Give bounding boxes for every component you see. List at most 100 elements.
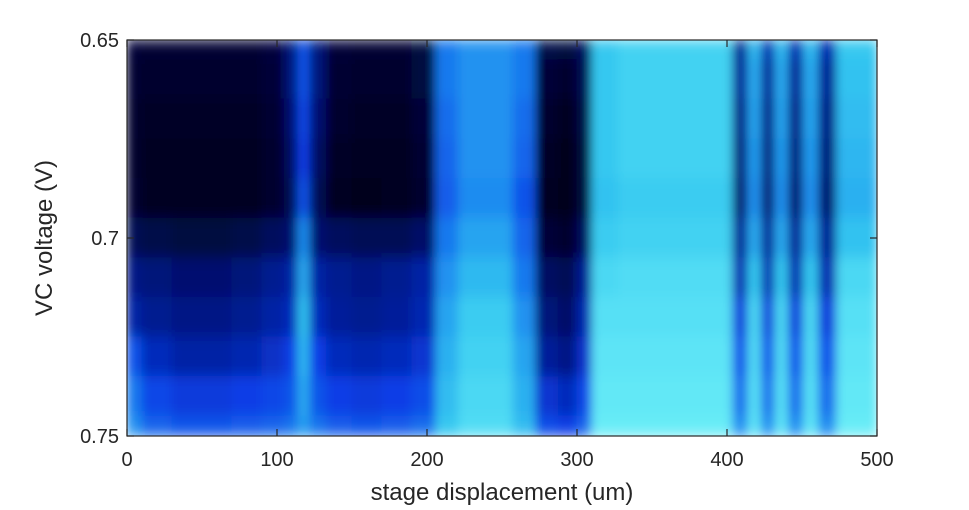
heatmap-cell [309,59,327,100]
heatmap-cell [576,376,593,417]
heatmap-cell [309,217,327,259]
heatmap-cell [284,415,299,436]
heatmap-cell [127,336,143,378]
heatmap-cell [747,138,762,180]
heatmap-cell [818,40,837,61]
heatmap-cell [127,98,143,140]
heatmap-cell [818,138,837,180]
heatmap-cell [171,376,203,417]
heatmap-cell [309,40,327,61]
heatmap-cell [171,415,203,436]
heatmap-cell [747,40,762,61]
heatmap-cell [651,59,683,100]
heatmap-cell [576,178,593,219]
heatmap-cell [761,257,776,298]
heatmap-cell [557,217,578,259]
heatmap-cell [411,178,437,219]
heatmap-cell [411,217,437,259]
heatmap-cell [141,40,173,61]
heatmap-cell [512,217,537,259]
heatmap-cell [326,296,353,338]
heatmap-cell [732,296,749,338]
heatmap-cell [231,257,263,298]
heatmap-cell [651,98,683,140]
heatmap-cell [351,40,383,61]
x-tick-label: 300 [560,449,593,471]
heatmap-cell [309,178,327,219]
heatmap-cell [326,217,353,259]
heatmap-cell [535,376,559,417]
heatmap-cell [351,415,383,436]
heatmap-cell [231,178,263,219]
heatmap-cell [326,415,353,436]
heatmap-cell [351,296,383,338]
heatmap-cell [435,59,459,100]
heatmap-cell [435,98,459,140]
heatmap-cell [681,138,711,180]
y-axis-label: VC voltage (V) [31,160,58,316]
heatmap-cell [774,138,789,180]
heatmap-cell [171,138,203,180]
heatmap-cell [284,257,299,298]
heatmap-cell [651,296,683,338]
heatmap-cell [326,59,353,100]
heatmap-cell [512,415,537,436]
heatmap-cell [803,415,819,436]
heatmap-cell [774,40,789,61]
heatmap-cell [861,376,877,417]
heatmap-cell [309,257,327,298]
heatmap-cell [261,217,285,259]
heatmap-cell [818,178,837,219]
heatmap-cell [803,98,819,140]
heatmap-cell [486,178,514,219]
heatmap-cell [681,217,711,259]
heatmap-cell [788,138,804,180]
heatmap-cell [788,98,804,140]
heatmap-cell [231,415,263,436]
heatmap-cell [732,376,749,417]
heatmap-cells [127,40,877,436]
heatmap-cell [836,296,863,338]
heatmap-cell [261,138,285,180]
heatmap-cell [651,217,683,259]
heatmap-cell [681,336,711,378]
heatmap-cell [557,98,578,140]
heatmap-cell [512,296,537,338]
heatmap-cell [591,138,619,180]
heatmap-cell [788,415,804,436]
heatmap-cell [591,257,619,298]
x-tick-label: 500 [860,449,893,471]
heatmap-cell [381,138,413,180]
heatmap-cell [411,40,437,61]
heatmap-cell [458,178,488,219]
heatmap-cell [803,138,819,180]
heatmap-cell [171,178,203,219]
heatmap-cell [747,178,762,219]
heatmap-cell [535,296,559,338]
heatmap-cell [576,336,593,378]
heatmap-cell [127,296,143,338]
heatmap-cell [458,217,488,259]
y-tick-label: 0.7 [91,228,119,250]
heatmap-cell [861,138,877,180]
heatmap-cell [201,138,233,180]
heatmap-cell [788,217,804,259]
heatmap-cell [512,98,537,140]
heatmap-cell [788,40,804,61]
heatmap-cell [710,376,734,417]
heatmap-cell [231,138,263,180]
heatmap-cell [591,336,619,378]
heatmap-cell [458,98,488,140]
heatmap-cell [231,336,263,378]
heatmap-cell [576,59,593,100]
y-tick-label: 0.75 [80,426,119,448]
heatmap-cell [411,98,437,140]
heatmap-cell [284,178,299,219]
heatmap-cell [326,178,353,219]
heatmap-cell [747,257,762,298]
heatmap-cell [681,98,711,140]
heatmap-cell [512,257,537,298]
heatmap-cell [297,178,311,219]
heatmap-cell [309,296,327,338]
